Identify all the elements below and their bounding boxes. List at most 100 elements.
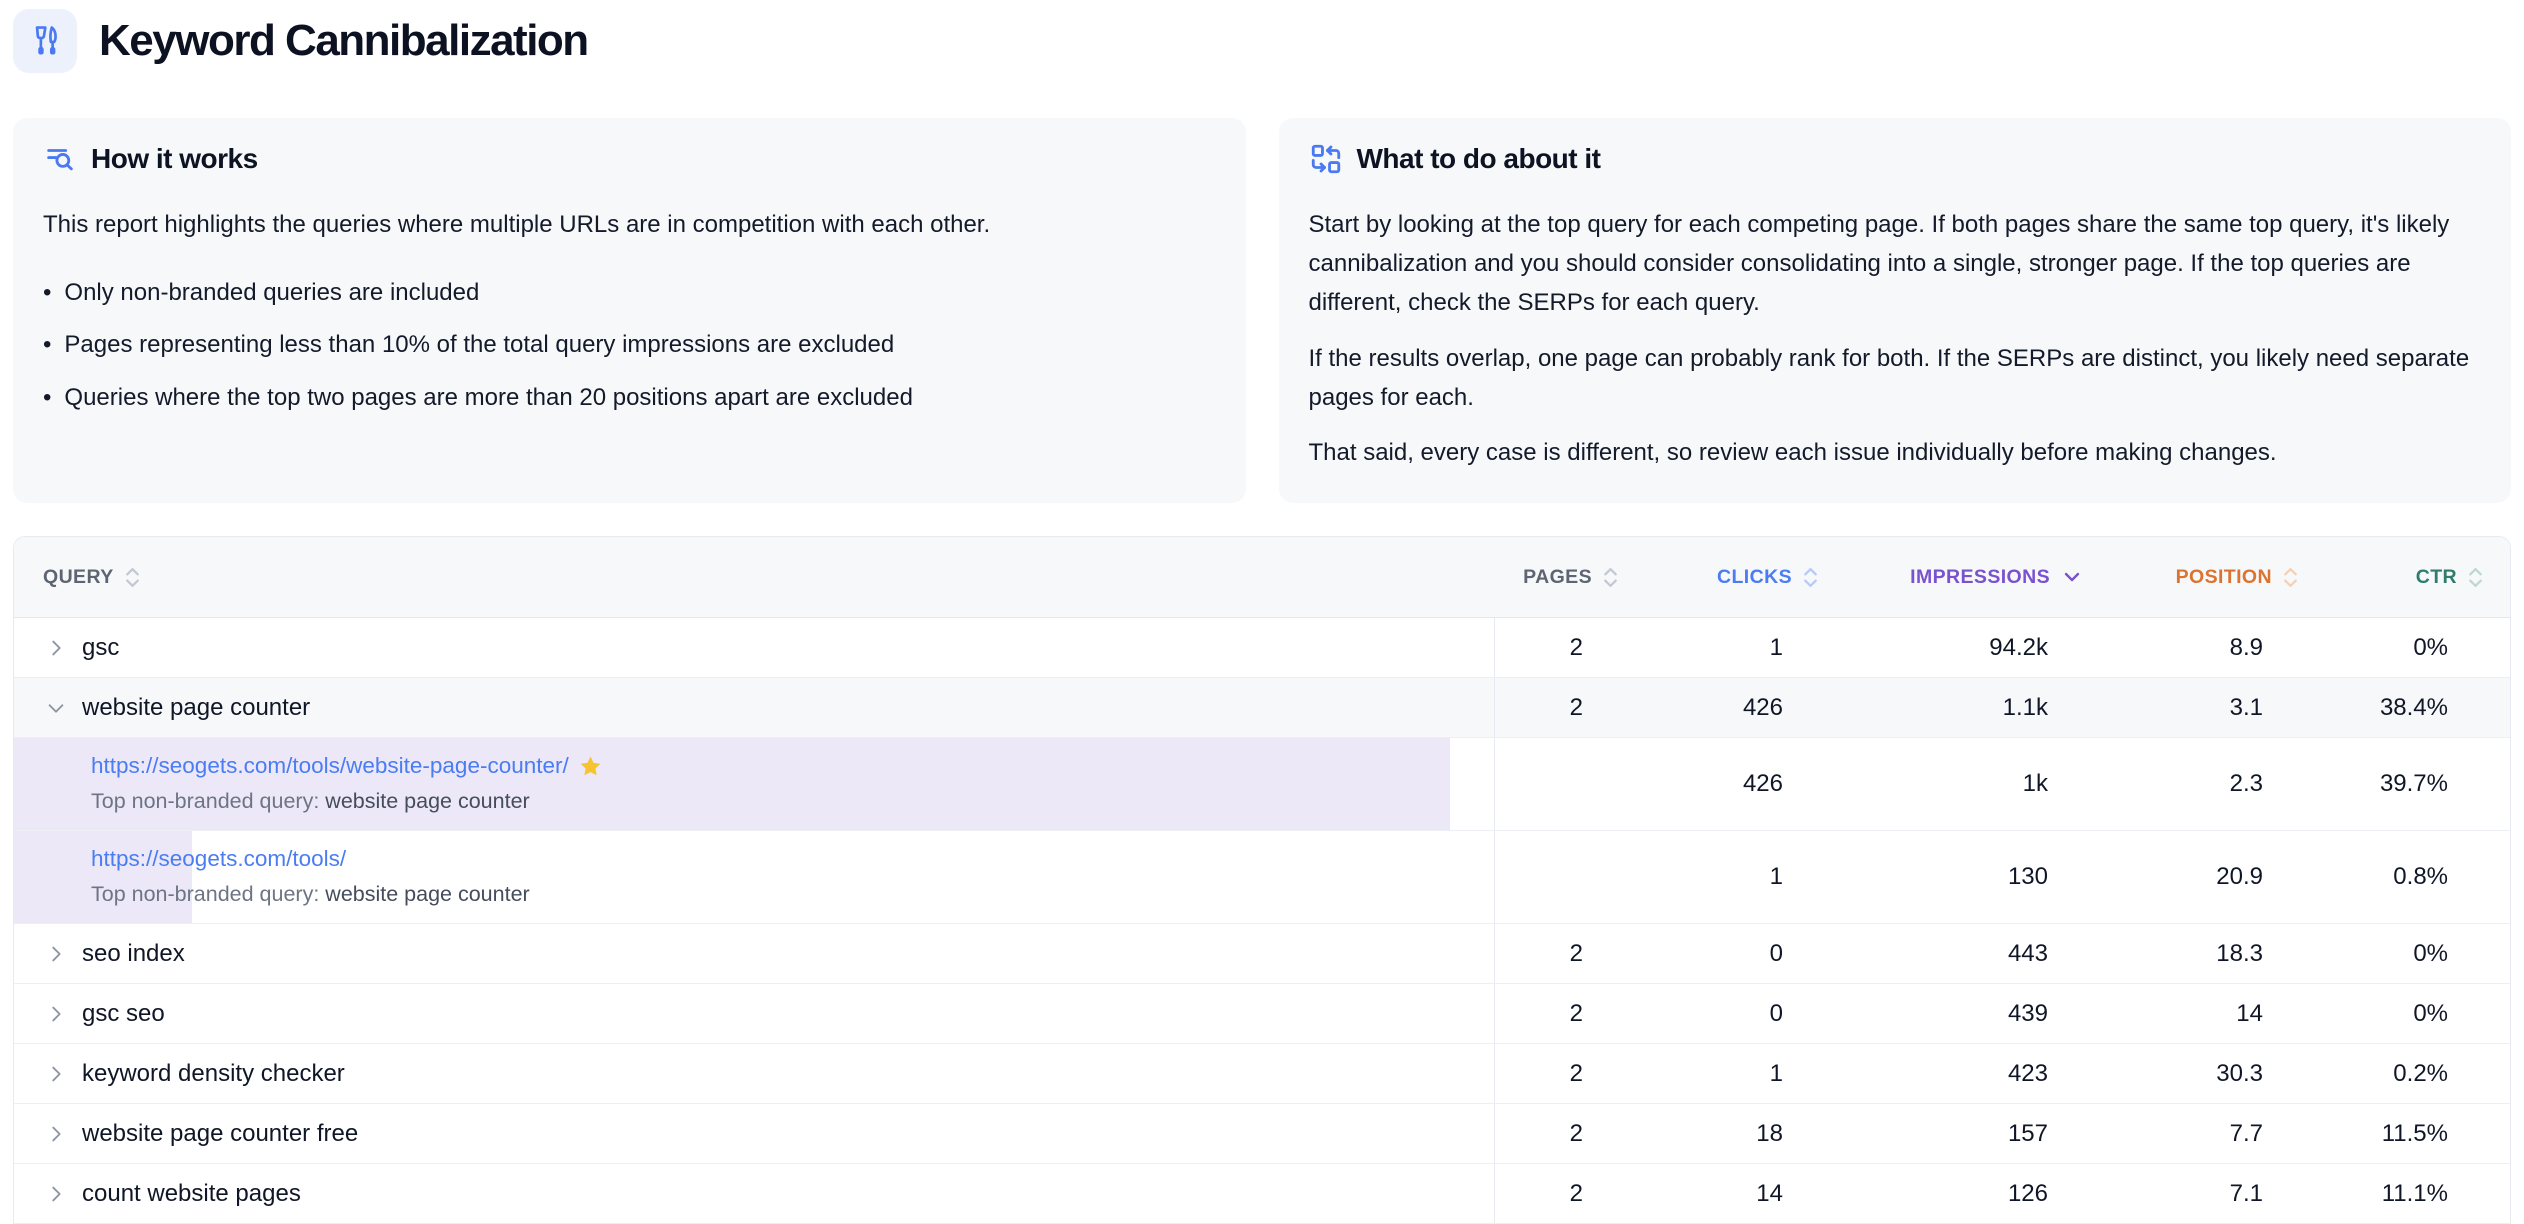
position-value: 18.3 <box>2216 939 2263 967</box>
query-text: count website pages <box>82 1179 301 1207</box>
chevron-down-icon[interactable] <box>2060 565 2084 589</box>
page-cell: https://seogets.com/tools/ Top non-brand… <box>14 831 1495 924</box>
position-value: 7.7 <box>2229 1119 2263 1147</box>
pages-value <box>1495 831 1645 923</box>
top-query-label: Top non-branded query: <box>91 882 320 907</box>
list-item: • Queries where the top two pages are mor… <box>43 382 1216 414</box>
column-header-impressions[interactable]: IMPRESSIONS <box>1845 537 2110 617</box>
top-query-value: website page counter <box>325 789 530 814</box>
chevron-right-icon[interactable] <box>45 1123 67 1145</box>
query-row[interactable]: website page counter free 2 18 157 7.7 1… <box>14 1104 2510 1165</box>
bullet-dot: • <box>43 331 52 359</box>
query-cell[interactable]: count website pages <box>14 1164 1495 1224</box>
page-title: Keyword Cannibalization <box>99 16 589 65</box>
query-cell[interactable]: seo index <box>14 924 1495 984</box>
ctr-value: 39.7% <box>2379 770 2448 798</box>
clicks-value: 0 <box>1769 999 1783 1027</box>
query-text: website page counter free <box>82 1119 359 1147</box>
top-query-line: Top non-branded query: website page coun… <box>91 882 1494 907</box>
impressions-value: 1.1k <box>2002 693 2048 721</box>
column-header-pages[interactable]: PAGES <box>1495 537 1645 617</box>
query-row[interactable]: keyword density checker 2 1 423 30.3 0.2… <box>14 1044 2510 1105</box>
pages-value: 2 <box>1569 1119 1583 1147</box>
sort-icon[interactable] <box>1802 566 1819 589</box>
impression-share-bar <box>14 738 1450 831</box>
ctr-value: 0.8% <box>2393 863 2448 891</box>
page-cell: https://seogets.com/tools/website-page-c… <box>14 738 1495 831</box>
column-label: PAGES <box>1523 565 1592 588</box>
impressions-value: 439 <box>2007 999 2048 1027</box>
list-item: • Pages representing less than 10% of the… <box>43 329 1216 361</box>
page-url-link[interactable]: https://seogets.com/tools/ <box>91 846 347 872</box>
query-cell[interactable]: website page counter free <box>14 1104 1495 1164</box>
ctr-value: 0% <box>2413 999 2448 1027</box>
impressions-value: 157 <box>2007 1119 2048 1147</box>
bullet-text: Only non-branded queries are included <box>64 278 480 306</box>
column-header-clicks[interactable]: CLICKS <box>1645 537 1845 617</box>
table-body: gsc 2 1 94.2k 8.9 0% website page counte… <box>14 618 2510 1224</box>
pages-value: 2 <box>1569 693 1583 721</box>
position-value: 8.9 <box>2229 633 2263 661</box>
position-value: 7.1 <box>2229 1179 2263 1207</box>
query-row[interactable]: seo index 2 0 443 18.3 0% <box>14 924 2510 985</box>
clicks-value: 1 <box>1769 1059 1783 1087</box>
card-title: What to do about it <box>1356 143 1602 174</box>
ctr-value: 0% <box>2413 939 2448 967</box>
advice-paragraph: If the results overlap, one page can pro… <box>1308 344 2470 411</box>
chevron-right-icon[interactable] <box>45 1063 67 1085</box>
impressions-value: 423 <box>2007 1059 2048 1087</box>
clicks-value: 1 <box>1769 633 1783 661</box>
impressions-value: 443 <box>2007 939 2048 967</box>
chevron-right-icon[interactable] <box>45 943 67 965</box>
column-header-ctr[interactable]: CTR <box>2325 537 2510 617</box>
list-search-icon <box>43 142 77 176</box>
bullet-text: Queries where the top two pages are more… <box>64 383 913 411</box>
advice-paragraph: Start by looking at the top query for ea… <box>1308 211 2450 316</box>
clicks-value: 18 <box>1756 1119 1783 1147</box>
query-cell[interactable]: gsc seo <box>14 984 1495 1044</box>
column-header-query[interactable]: QUERY <box>14 537 1495 617</box>
position-value: 14 <box>2236 999 2263 1027</box>
column-label: CTR <box>2415 565 2457 588</box>
impressions-value: 130 <box>2007 863 2048 891</box>
card-title: How it works <box>91 143 258 174</box>
query-text: gsc <box>82 633 120 661</box>
query-row[interactable]: gsc seo 2 0 439 14 0% <box>14 984 2510 1045</box>
query-cell[interactable]: keyword density checker <box>14 1044 1495 1104</box>
pages-value <box>1495 738 1645 830</box>
page-url-link[interactable]: https://seogets.com/tools/website-page-c… <box>91 753 569 779</box>
query-row[interactable]: count website pages 2 14 126 7.1 11.1% <box>14 1164 2510 1224</box>
star-icon <box>578 754 603 779</box>
pages-value: 2 <box>1569 999 1583 1027</box>
sort-icon[interactable] <box>124 566 141 589</box>
query-cell[interactable]: gsc <box>14 618 1495 678</box>
column-label: CLICKS <box>1717 565 1792 588</box>
sort-icon[interactable] <box>2282 566 2299 589</box>
chevron-right-icon[interactable] <box>45 1003 67 1025</box>
sort-icon[interactable] <box>1602 566 1619 589</box>
pages-value: 2 <box>1569 633 1583 661</box>
page-row: https://seogets.com/tools/website-page-c… <box>14 738 2510 832</box>
impressions-value: 1k <box>2022 770 2048 798</box>
column-header-position[interactable]: POSITION <box>2110 537 2325 617</box>
query-text: seo index <box>82 939 185 967</box>
what-to-do-header: What to do about it <box>1309 142 2482 176</box>
query-cell[interactable]: website page counter <box>14 678 1495 738</box>
clicks-value: 1 <box>1769 863 1783 891</box>
chevron-down-icon[interactable] <box>45 697 67 719</box>
utensils-icon <box>13 9 77 73</box>
impression-share-bar <box>14 831 192 924</box>
top-query-line: Top non-branded query: website page coun… <box>91 789 1494 814</box>
bullet-dot: • <box>43 383 52 411</box>
card-intro: This report highlights the queries where… <box>43 211 991 238</box>
list-item: • Only non-branded queries are included <box>43 277 1216 309</box>
query-row[interactable]: website page counter 2 426 1.1k 3.1 38.4… <box>14 678 2510 739</box>
rules-list: • Only non-branded queries are included •… <box>43 277 1216 414</box>
chevron-right-icon[interactable] <box>45 637 67 659</box>
sort-icon[interactable] <box>2467 566 2484 589</box>
chevron-right-icon[interactable] <box>45 1183 67 1205</box>
bullet-text: Pages representing less than 10% of the … <box>64 331 895 359</box>
query-row[interactable]: gsc 2 1 94.2k 8.9 0% <box>14 618 2510 679</box>
pages-value: 2 <box>1569 1059 1583 1087</box>
